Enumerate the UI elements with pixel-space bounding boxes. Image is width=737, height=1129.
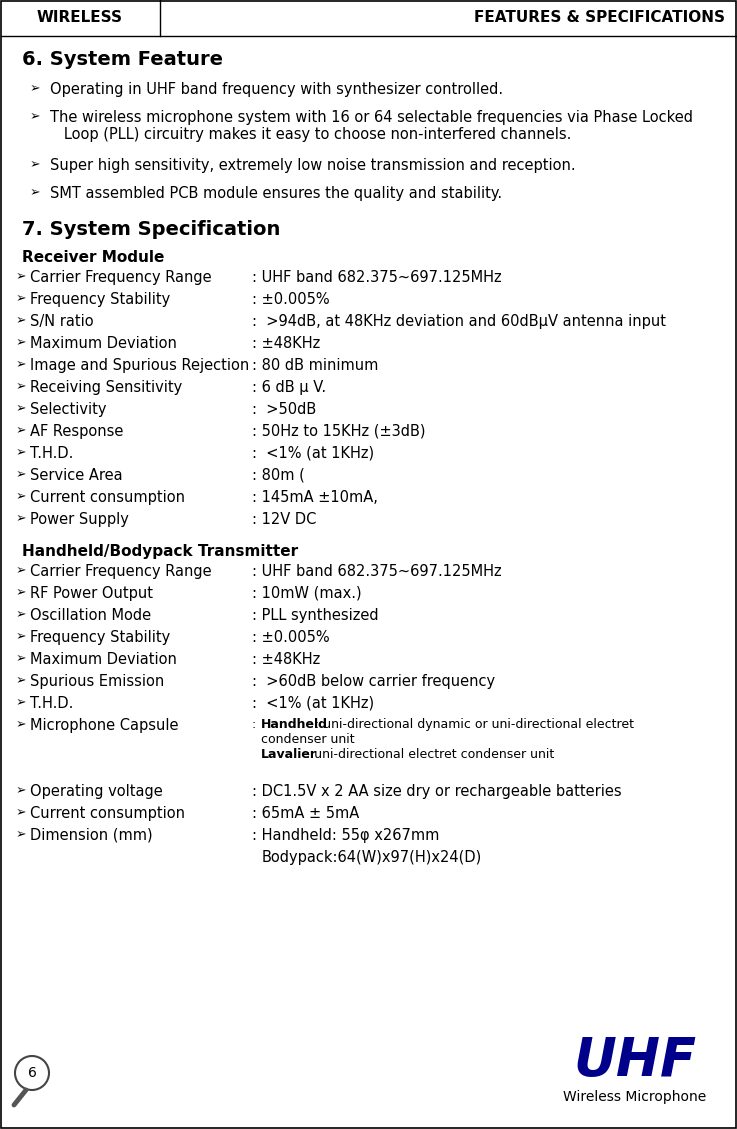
Text: Frequency Stability: Frequency Stability: [30, 630, 170, 645]
Text: The wireless microphone system with 16 or 64 selectable frequencies via Phase Lo: The wireless microphone system with 16 o…: [50, 110, 693, 142]
Text: : 10mW (max.): : 10mW (max.): [252, 586, 362, 601]
Text: Service Area: Service Area: [30, 469, 122, 483]
Text: WIRELESS: WIRELESS: [37, 10, 123, 26]
Text: ➢: ➢: [16, 653, 27, 665]
Text: FEATURES & SPECIFICATIONS: FEATURES & SPECIFICATIONS: [474, 10, 725, 26]
Text: T.H.D.: T.H.D.: [30, 695, 74, 711]
Text: UHF: UHF: [573, 1035, 696, 1087]
Text: :  <1% (at 1KHz): : <1% (at 1KHz): [252, 446, 374, 461]
Text: : DC1.5V x 2 AA size dry or rechargeable batteries: : DC1.5V x 2 AA size dry or rechargeable…: [252, 784, 621, 799]
Text: ➢: ➢: [16, 828, 27, 841]
Text: Lavalier: Lavalier: [261, 749, 317, 761]
Text: : 65mA ± 5mA: : 65mA ± 5mA: [252, 806, 359, 821]
Text: : 80m (: : 80m (: [252, 469, 305, 483]
Text: Current consumption: Current consumption: [30, 806, 185, 821]
Text: :  >94dB, at 48KHz deviation and 60dBμV antenna input: : >94dB, at 48KHz deviation and 60dBμV a…: [252, 314, 666, 329]
Text: ➢: ➢: [16, 511, 27, 525]
Text: ➢: ➢: [30, 186, 41, 199]
Text: : ±0.005%: : ±0.005%: [252, 292, 329, 307]
Text: ➢: ➢: [16, 609, 27, 621]
Text: Receiving Sensitivity: Receiving Sensitivity: [30, 380, 182, 395]
Text: : 6 dB μ V.: : 6 dB μ V.: [252, 380, 326, 395]
Text: Handheld/Bodypack Transmitter: Handheld/Bodypack Transmitter: [22, 544, 298, 559]
Text: RF Power Output: RF Power Output: [30, 586, 153, 601]
Text: Bodypack:64(W)x97(H)x24(D): Bodypack:64(W)x97(H)x24(D): [262, 850, 482, 865]
Text: ➢: ➢: [16, 292, 27, 305]
Text: ➢: ➢: [30, 158, 41, 170]
Text: Current consumption: Current consumption: [30, 490, 185, 505]
Text: :  >60dB below carrier frequency: : >60dB below carrier frequency: [252, 674, 495, 689]
Text: ➢: ➢: [16, 695, 27, 709]
Text: ➢: ➢: [16, 270, 27, 283]
Text: Carrier Frequency Range: Carrier Frequency Range: [30, 564, 212, 579]
Text: Frequency Stability: Frequency Stability: [30, 292, 170, 307]
Text: S/N ratio: S/N ratio: [30, 314, 94, 329]
Text: SMT assembled PCB module ensures the quality and stability.: SMT assembled PCB module ensures the qua…: [50, 186, 502, 201]
Text: ➢: ➢: [16, 380, 27, 393]
Text: :  <1% (at 1KHz): : <1% (at 1KHz): [252, 695, 374, 711]
Text: 6. System Feature: 6. System Feature: [22, 50, 223, 69]
Text: : ±0.005%: : ±0.005%: [252, 630, 329, 645]
Text: Dimension (mm): Dimension (mm): [30, 828, 153, 843]
Text: ➢: ➢: [16, 718, 27, 730]
Text: ➢: ➢: [16, 425, 27, 437]
Text: ➢: ➢: [16, 446, 27, 460]
Text: Power Supply: Power Supply: [30, 511, 129, 527]
Text: Microphone Capsule: Microphone Capsule: [30, 718, 178, 733]
Text: Selectivity: Selectivity: [30, 402, 107, 417]
Text: Maximum Deviation: Maximum Deviation: [30, 653, 177, 667]
Text: : Handheld: 55φ x267mm: : Handheld: 55φ x267mm: [252, 828, 439, 843]
Text: ➢: ➢: [16, 806, 27, 819]
Text: Wireless Microphone: Wireless Microphone: [563, 1089, 707, 1104]
Text: Oscillation Mode: Oscillation Mode: [30, 609, 151, 623]
Text: : 80 dB minimum: : 80 dB minimum: [252, 358, 378, 373]
Bar: [1, 1, 160, 36]
Text: ➢: ➢: [16, 784, 27, 797]
Text: ➢: ➢: [16, 490, 27, 504]
Text: 7. System Specification: 7. System Specification: [22, 220, 280, 239]
Text: ➢: ➢: [16, 314, 27, 327]
Text: ➢: ➢: [30, 110, 41, 123]
Text: :: :: [252, 718, 260, 730]
Text: : ±48KHz: : ±48KHz: [252, 336, 321, 351]
Text: : ±48KHz: : ±48KHz: [252, 653, 321, 667]
Text: : UHF band 682.375~697.125MHz: : UHF band 682.375~697.125MHz: [252, 564, 502, 579]
Text: ➢: ➢: [16, 564, 27, 577]
Text: : uni-directional electret condenser unit: : uni-directional electret condenser uni…: [306, 749, 554, 761]
Text: 6: 6: [27, 1066, 36, 1080]
Text: : UHF band 682.375~697.125MHz: : UHF band 682.375~697.125MHz: [252, 270, 502, 285]
Text: Handheld: Handheld: [261, 718, 328, 730]
Text: Image and Spurious Rejection: Image and Spurious Rejection: [30, 358, 249, 373]
Text: ➢: ➢: [16, 336, 27, 349]
Text: Operating voltage: Operating voltage: [30, 784, 163, 799]
Text: : uni-directional dynamic or uni-directional electret: : uni-directional dynamic or uni-directi…: [315, 718, 634, 730]
Text: T.H.D.: T.H.D.: [30, 446, 74, 461]
Text: Operating in UHF band frequency with synthesizer controlled.: Operating in UHF band frequency with syn…: [50, 82, 503, 97]
Text: ➢: ➢: [16, 469, 27, 481]
Text: ➢: ➢: [16, 402, 27, 415]
Text: Maximum Deviation: Maximum Deviation: [30, 336, 177, 351]
Text: ➢: ➢: [16, 586, 27, 599]
Text: : 145mA ±10mA,: : 145mA ±10mA,: [252, 490, 378, 505]
Text: AF Response: AF Response: [30, 425, 123, 439]
Text: :  >50dB: : >50dB: [252, 402, 316, 417]
Text: Carrier Frequency Range: Carrier Frequency Range: [30, 270, 212, 285]
Text: Super high sensitivity, extremely low noise transmission and reception.: Super high sensitivity, extremely low no…: [50, 158, 576, 173]
Text: Receiver Module: Receiver Module: [22, 250, 164, 265]
Text: : 12V DC: : 12V DC: [252, 511, 316, 527]
Text: ➢: ➢: [16, 358, 27, 371]
Text: ➢: ➢: [30, 82, 41, 95]
Text: : 50Hz to 15KHz (±3dB): : 50Hz to 15KHz (±3dB): [252, 425, 425, 439]
Text: ➢: ➢: [16, 630, 27, 644]
Text: ➢: ➢: [16, 674, 27, 688]
Text: Spurious Emission: Spurious Emission: [30, 674, 164, 689]
Text: : PLL synthesized: : PLL synthesized: [252, 609, 379, 623]
Text: condenser unit: condenser unit: [261, 733, 354, 746]
